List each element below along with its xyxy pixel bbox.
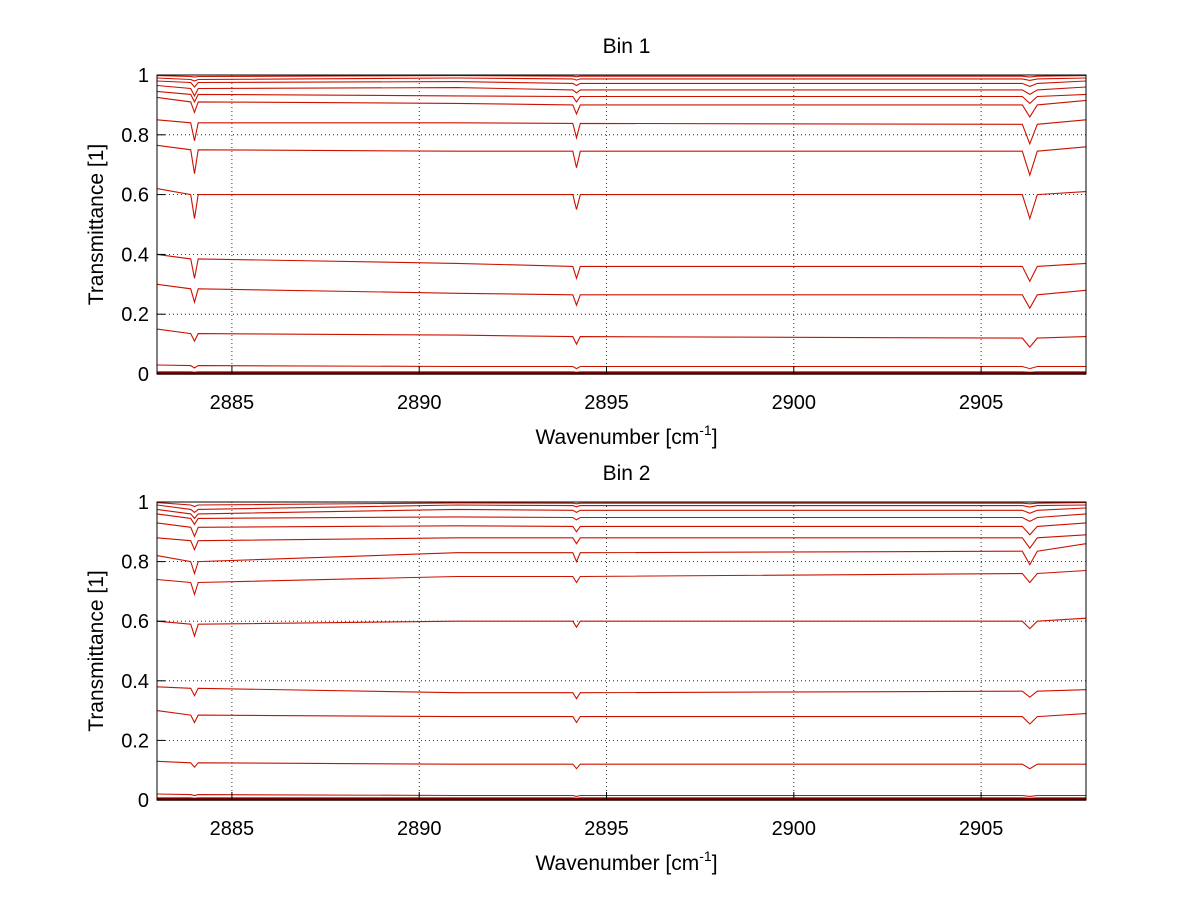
series-line: [156, 686, 1087, 700]
x-tick-label: 2900: [772, 818, 817, 840]
x-tick-label: 2885: [210, 818, 255, 840]
y-axis-label: Transmittance [1]: [85, 570, 108, 731]
y-axis-label: Transmittance [1]: [85, 144, 108, 305]
x-tick-label: 2890: [397, 818, 442, 840]
y-tick-label: 1: [138, 492, 149, 514]
series-line: [156, 617, 1087, 638]
y-tick-label: 0.4: [121, 671, 149, 693]
series-line: [156, 253, 1087, 283]
series-line: [156, 119, 1087, 146]
y-tick-label: 0.6: [121, 611, 149, 633]
series-line: [156, 543, 1087, 576]
y-tick-label: 0: [138, 790, 149, 812]
x-axis-label-superscript: -1: [699, 848, 712, 864]
y-tick-label: 0.8: [121, 552, 149, 574]
x-axis-label-superscript: -1: [699, 422, 712, 438]
y-tick-label: 0.2: [121, 304, 149, 326]
series-line: [156, 504, 1087, 514]
series-line: [156, 513, 1087, 526]
y-tick-label: 1: [138, 65, 149, 87]
axes-box: [156, 501, 1087, 801]
chart-title: Bin 2: [603, 462, 651, 485]
series-line: [156, 328, 1087, 348]
x-axis-label-end: ]: [712, 426, 718, 449]
series-line: [156, 77, 1087, 82]
series-line: [156, 793, 1086, 797]
series-line: [156, 80, 1087, 88]
plot-area: [157, 502, 1086, 800]
series-line: [156, 534, 1087, 552]
y-tick-label: 0.4: [121, 244, 149, 266]
y-tick-label: 0: [138, 364, 149, 386]
y-tick-label: 0.6: [121, 185, 149, 207]
plot-area: [157, 75, 1086, 374]
x-tick-label: 2890: [397, 392, 442, 414]
x-tick-label: 2885: [210, 392, 255, 414]
x-tick-label: 2895: [584, 392, 629, 414]
series-line: [156, 569, 1087, 597]
x-axis-label-end: ]: [712, 852, 718, 875]
series-line: [156, 75, 1087, 78]
x-axis-label-text: Wavenumber [cm: [535, 852, 699, 875]
chart-title: Bin 1: [603, 35, 651, 58]
x-tick-label: 2900: [772, 392, 817, 414]
y-tick-label: 0.8: [121, 125, 149, 147]
series-line: [156, 710, 1087, 725]
x-tick-label: 2905: [959, 392, 1004, 414]
y-tick-label: 0.2: [121, 730, 149, 752]
series-line: [156, 522, 1087, 538]
x-tick-label: 2895: [584, 818, 629, 840]
series-line: [156, 760, 1086, 770]
series-line: [156, 507, 1087, 520]
series-line: [156, 188, 1087, 221]
chart-panel-2: 2885 2890 2895 2900 2905 0 0.2 0.4 0.6 0.8 1 Bin 2 W…: [85, 462, 1087, 875]
series-line: [156, 283, 1087, 310]
x-axis-label: Wavenumber [cm-1]: [535, 422, 717, 449]
axes-box: [156, 74, 1087, 375]
series-line: [156, 502, 1087, 508]
series-line: [156, 364, 1086, 370]
series-line: [156, 84, 1087, 98]
x-axis-label: Wavenumber [cm-1]: [535, 848, 717, 875]
series-line: [156, 90, 1087, 105]
x-tick-label: 2905: [959, 818, 1004, 840]
series-line: [156, 144, 1087, 178]
series-line: [156, 96, 1087, 118]
x-axis-label-text: Wavenumber [cm: [535, 426, 699, 449]
chart-panel-1: 2885 2890 2895 2900 2905 0 0.2 0.4 0.6 0.8 1 Bin 1 W…: [85, 35, 1087, 449]
